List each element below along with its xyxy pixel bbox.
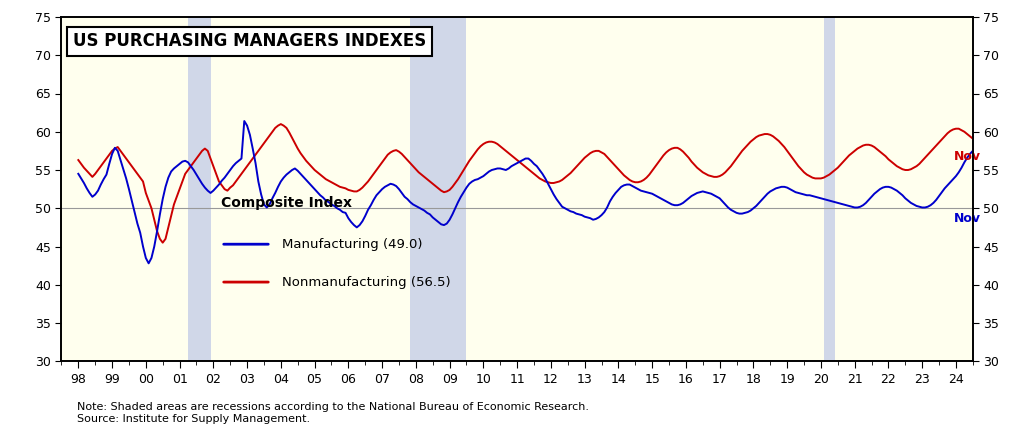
Text: Note: Shaded areas are recessions according to the National Bureau of Economic R: Note: Shaded areas are recessions accord…	[77, 402, 589, 412]
Text: Nonmanufacturing (56.5): Nonmanufacturing (56.5)	[282, 275, 451, 289]
Text: US PURCHASING MANAGERS INDEXES: US PURCHASING MANAGERS INDEXES	[74, 32, 427, 51]
Text: Source: Institute for Supply Management.: Source: Institute for Supply Management.	[77, 414, 310, 425]
Text: Manufacturing (49.0): Manufacturing (49.0)	[282, 238, 423, 251]
Text: Nov: Nov	[953, 212, 981, 225]
Bar	[823, 17, 835, 361]
Bar	[411, 17, 467, 361]
Text: Nov: Nov	[953, 150, 981, 163]
Bar	[188, 17, 211, 361]
Text: Composite Index: Composite Index	[221, 196, 352, 210]
